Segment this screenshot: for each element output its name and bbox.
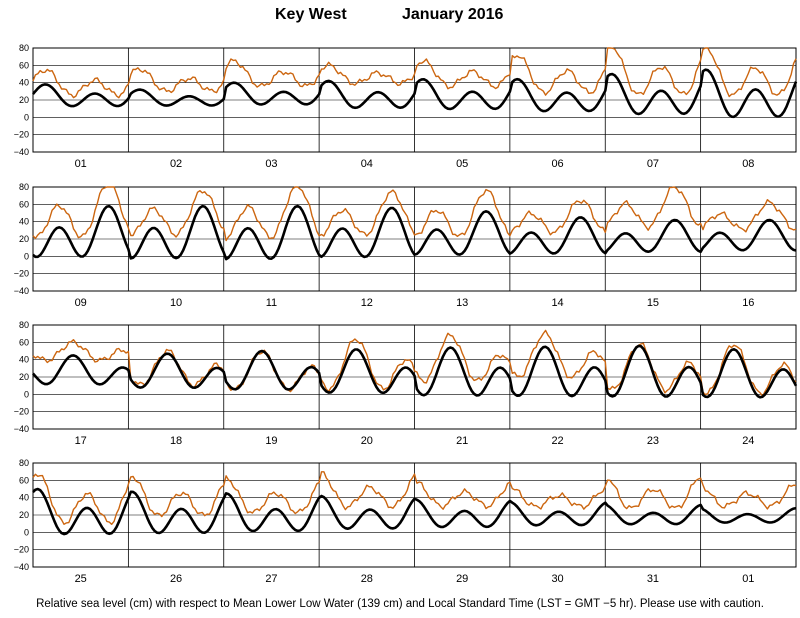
day-label: 02	[170, 158, 182, 170]
y-tick-label: 60	[19, 199, 29, 209]
chart-title-location: Key West	[275, 6, 347, 23]
day-label: 29	[456, 573, 468, 585]
day-label: 17	[75, 435, 87, 447]
day-label: 14	[551, 297, 563, 309]
panel-4: 80 60 40 20 0 −20 −40 25 26 27 28 29 30 31 01	[14, 458, 797, 585]
day-label: 26	[170, 573, 182, 585]
day-label: 31	[647, 573, 659, 585]
y-tick-label: 0	[24, 389, 29, 399]
y-tick-label: 0	[24, 112, 29, 122]
day-label: 21	[456, 435, 468, 447]
y-tick-label: −20	[14, 269, 29, 279]
observed-series-line	[32, 47, 797, 99]
day-label: 24	[742, 435, 754, 447]
observed-series-line	[32, 471, 797, 525]
panel-3: 80 60 40 20 0 −20 −40 17 18 19 20 21 22 23 24	[14, 320, 798, 447]
title-row: Key West January 2016	[0, 6, 800, 28]
day-label: 08	[742, 158, 754, 170]
y-tick-label: 0	[24, 527, 29, 537]
y-tick-label: 80	[19, 458, 29, 468]
y-tick-label: 40	[19, 493, 29, 503]
y-tick-label: −20	[14, 407, 29, 417]
day-label: 09	[75, 297, 87, 309]
y-tick-label: 20	[19, 372, 29, 382]
day-label: 19	[265, 435, 277, 447]
day-label: 20	[361, 435, 373, 447]
day-label: 06	[551, 158, 563, 170]
observed-series-line	[32, 186, 797, 242]
panel-2: 80 60 40 20 0 −20 −40 09 10 11 12 13 14 15 16	[14, 182, 797, 309]
day-label: 01	[742, 573, 754, 585]
y-tick-label: −20	[14, 545, 29, 555]
day-label: 16	[742, 297, 754, 309]
day-label: 04	[361, 158, 373, 170]
y-tick-label: 20	[19, 510, 29, 520]
y-tick-label: 80	[19, 43, 29, 53]
y-tick-label: 60	[19, 475, 29, 485]
y-tick-label: 40	[19, 78, 29, 88]
day-label: 07	[647, 158, 659, 170]
y-tick-label: 80	[19, 182, 29, 192]
y-tick-label: 80	[19, 320, 29, 330]
panel-frame	[32, 324, 797, 430]
y-tick-label: −20	[14, 130, 29, 140]
y-tick-label: −40	[14, 286, 29, 296]
y-tick-label: 20	[19, 95, 29, 105]
panel-1: 80 60 40 20 0 −20 −40 01 02 03 04 05 06 07 08	[14, 43, 798, 170]
y-tick-label: 40	[19, 217, 29, 227]
predicted-series-line	[32, 344, 798, 399]
y-tick-label: 40	[19, 355, 29, 365]
day-label: 23	[647, 435, 659, 447]
panel-frame	[32, 186, 797, 292]
y-tick-label: 60	[19, 337, 29, 347]
day-label: 30	[551, 573, 563, 585]
day-label: 13	[456, 297, 468, 309]
day-label: 18	[170, 435, 182, 447]
day-label: 11	[266, 297, 277, 309]
day-label: 25	[75, 573, 87, 585]
footer-note: Relative sea level (cm) with respect to …	[36, 598, 764, 610]
day-label: 10	[170, 297, 182, 309]
panel-frame	[32, 47, 797, 153]
day-label: 28	[361, 573, 373, 585]
day-label: 15	[647, 297, 659, 309]
day-label: 22	[551, 435, 563, 447]
y-tick-label: 20	[19, 234, 29, 244]
day-label: 05	[456, 158, 468, 170]
chart-title-month: January 2016	[402, 6, 504, 23]
y-tick-label: −40	[14, 424, 29, 434]
predicted-series-line	[32, 204, 797, 261]
y-tick-label: −40	[14, 562, 29, 572]
panel-frame	[32, 462, 797, 568]
predicted-series-line	[32, 487, 797, 536]
day-label: 12	[361, 297, 373, 309]
y-tick-label: −40	[14, 147, 29, 157]
day-label: 01	[75, 158, 87, 170]
day-label: 27	[265, 573, 277, 585]
y-tick-label: 0	[24, 251, 29, 261]
predicted-series-line	[31, 68, 798, 119]
y-tick-label: 60	[19, 60, 29, 70]
day-label: 03	[265, 158, 277, 170]
